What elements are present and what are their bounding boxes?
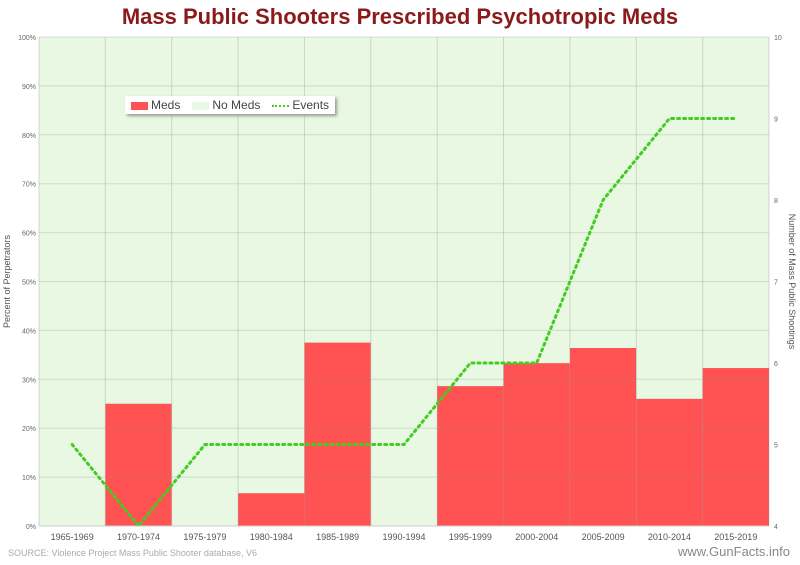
bar-meds xyxy=(702,368,769,526)
y-tick-label: 10% xyxy=(22,475,36,482)
x-tick-label: 1970-1974 xyxy=(117,532,160,542)
x-tick-label: 1980-1984 xyxy=(250,532,293,542)
bar-no-meds xyxy=(437,37,504,387)
y-tick-label: 30% xyxy=(22,377,36,384)
bar-meds xyxy=(503,363,570,526)
bar-meds xyxy=(304,342,371,526)
bar-meds xyxy=(437,386,504,526)
x-tick-label: 1975-1979 xyxy=(183,532,226,542)
legend: Meds No Meds Events xyxy=(125,96,336,114)
bar-no-meds xyxy=(569,37,637,349)
y2-tick-label: 5 xyxy=(774,443,778,450)
x-tick-label: 1965-1969 xyxy=(51,532,94,542)
bar-no-meds xyxy=(304,37,371,343)
legend-label: No Meds xyxy=(212,98,261,112)
legend-swatch-meds xyxy=(131,101,148,110)
y2-tick-label: 8 xyxy=(774,198,778,205)
bar-no-meds xyxy=(105,37,172,404)
legend-swatch-no-meds xyxy=(192,101,210,110)
x-tick-label: 1985-1989 xyxy=(316,532,359,542)
brand-url[interactable]: www.GunFacts.info xyxy=(678,544,790,559)
y-tick-label: 70% xyxy=(22,182,36,189)
x-tick-label: 2015-2019 xyxy=(714,532,757,542)
x-tick-label: 1995-1999 xyxy=(449,532,492,542)
y-tick-label: 100% xyxy=(18,35,36,42)
y-tick-label: 0% xyxy=(26,524,36,531)
legend-label: Events xyxy=(292,98,330,112)
y2-tick-label: 10 xyxy=(774,35,782,42)
y-tick-label: 60% xyxy=(22,231,36,238)
x-tick-label: 2010-2014 xyxy=(648,532,691,542)
y2-tick-label: 4 xyxy=(774,524,778,531)
y-tick-label: 40% xyxy=(22,328,36,335)
legend-swatch-events xyxy=(272,104,290,107)
bar-meds xyxy=(636,398,703,526)
legend-label: Meds xyxy=(151,98,181,112)
y2-tick-label: 6 xyxy=(774,361,778,368)
x-tick-label: 2005-2009 xyxy=(582,532,625,542)
legend-no-meds[interactable]: No Meds xyxy=(192,98,260,112)
source-note: SOURCE: Violence Project Mass Public Sho… xyxy=(8,548,257,558)
y2-axis-label: Number of Mass Public Shootings xyxy=(787,214,797,350)
bar-meds xyxy=(238,493,305,526)
x-tick-label: 2000-2004 xyxy=(515,532,558,542)
bar-no-meds xyxy=(702,37,769,369)
y-tick-label: 90% xyxy=(22,84,36,91)
bar-meds xyxy=(569,348,637,526)
legend-meds[interactable]: Meds xyxy=(131,98,180,112)
bar-no-meds xyxy=(636,37,703,399)
y-tick-label: 50% xyxy=(22,280,36,287)
bar-meds xyxy=(105,403,172,526)
y-tick-label: 20% xyxy=(22,426,36,433)
y-tick-label: 80% xyxy=(22,133,36,140)
y2-tick-label: 9 xyxy=(774,117,778,124)
y2-tick-label: 7 xyxy=(774,280,778,287)
y-axis-label: Percent of Perpetrators xyxy=(2,234,12,328)
events-line xyxy=(70,117,738,529)
x-tick-label: 1990-1994 xyxy=(382,532,425,542)
chart-title: Mass Public Shooters Prescribed Psychotr… xyxy=(121,4,679,29)
legend-events[interactable]: Events xyxy=(272,98,329,112)
